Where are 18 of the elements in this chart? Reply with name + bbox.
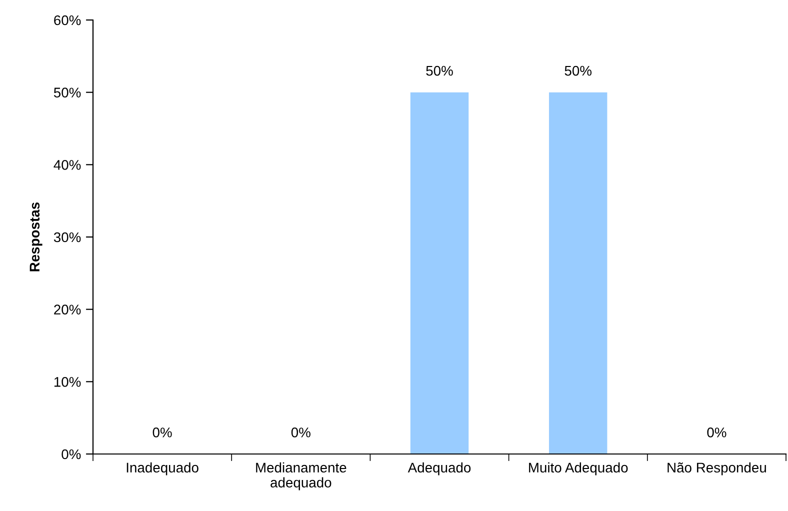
x-tick-label: Inadequado [126,462,198,476]
x-tick-label: Medianamente adequado [256,462,346,490]
y-axis-title: Respostas [30,202,42,272]
y-tick-label: 40% [54,160,81,170]
data-label: 50% [564,66,592,76]
y-tick-label: 30% [54,232,81,242]
y-tick-label: 0% [62,449,81,460]
x-tick-label: Não Respondeu [668,462,766,476]
y-tick-label: 20% [54,304,81,315]
x-tick-label: Muito Adequado [529,462,628,476]
data-label: 0% [707,428,726,438]
data-label: 0% [291,428,310,438]
y-tick-label: 50% [54,88,81,98]
y-tick-label: 10% [54,377,81,387]
data-label: 50% [426,66,453,76]
data-label: 0% [152,428,172,438]
x-tick-label: Adequado [408,462,471,476]
y-tick-label: 60% [54,15,81,26]
